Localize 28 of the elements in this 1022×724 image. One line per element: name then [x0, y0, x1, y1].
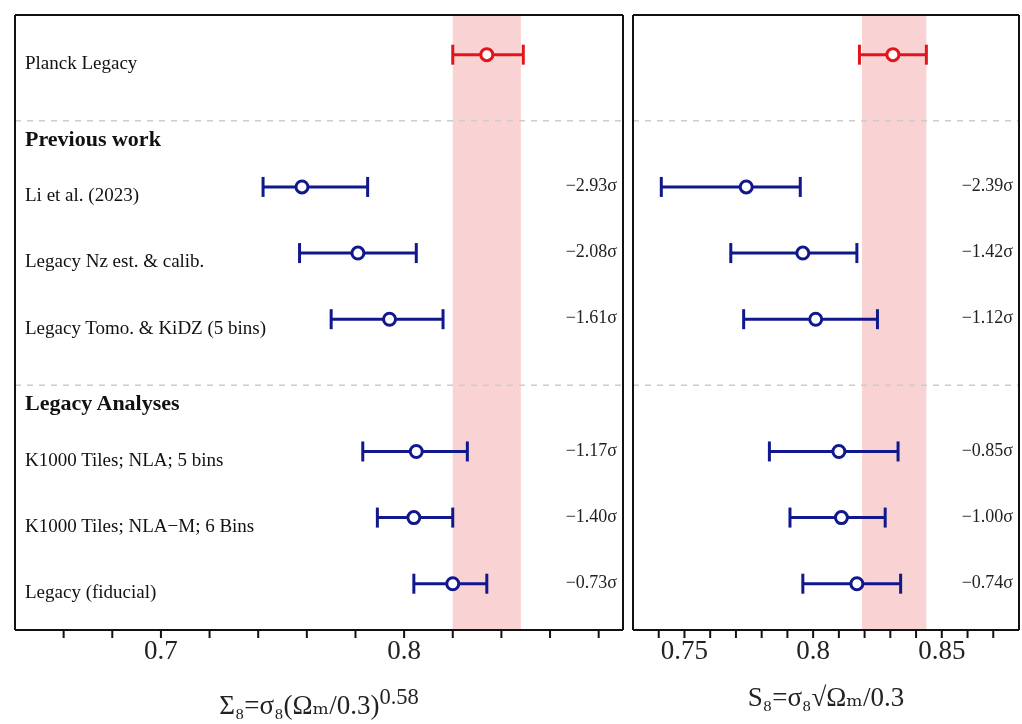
y-tick-label: Legacy Nz est. & calib. — [25, 250, 205, 272]
annotation: −2.39σ — [961, 175, 1014, 196]
x-axis-title: Σ₈=σ₈(Ωₘ/0.3)$^{0.58}$ — [218, 683, 420, 720]
y-tick-label: K1000 Tiles; NLA; 5 bins — [25, 448, 224, 470]
annotation: −0.85σ — [961, 439, 1014, 460]
annotation: −0.74σ — [961, 571, 1014, 592]
annotation: −1.61σ — [565, 307, 618, 328]
annotation: −1.42σ — [961, 241, 1014, 262]
x-tick-label: 0.7 — [144, 635, 178, 666]
y-tick-label: Legacy (fiducial) — [25, 581, 157, 604]
x-tick-label: 0.8 — [796, 635, 831, 666]
y-tick-label: Legacy Analyses — [25, 390, 181, 416]
annotation: −1.12σ — [961, 307, 1014, 328]
annotation: −1.40σ — [565, 505, 618, 526]
x-tick-label: 0.75 — [660, 635, 709, 666]
y-tick-label: Previous work — [25, 125, 162, 151]
annotation: −1.17σ — [565, 439, 618, 460]
annotation: −2.08σ — [565, 241, 618, 262]
x-tick-label: 0.8 — [387, 635, 421, 666]
annotation: −2.93σ — [565, 175, 618, 196]
annotation: −1.00σ — [961, 505, 1014, 526]
y-tick-label: K1000 Tiles; NLA−M; 6 Bins — [25, 514, 255, 536]
y-tick-label: Legacy Tomo. & KiDZ (5 bins) — [25, 316, 267, 339]
x-axis-title: S₈=σ₈√Ωₘ/0.3 — [746, 682, 906, 712]
annotation: −0.73σ — [565, 571, 618, 592]
y-tick-label: Li et al. (2023) — [25, 184, 139, 207]
y-tick-label: Planck Legacy — [25, 52, 138, 74]
x-tick-label: 0.85 — [918, 635, 966, 666]
